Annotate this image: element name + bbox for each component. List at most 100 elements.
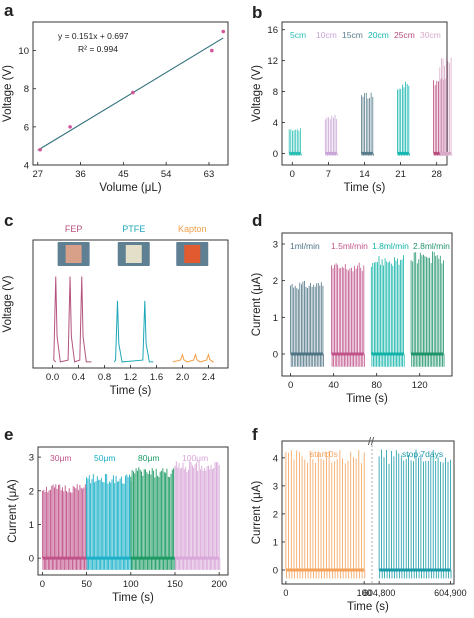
x-tick-label: 63 [204, 169, 215, 180]
legend-label: 30cm [420, 30, 441, 40]
series-1-trace [378, 449, 452, 579]
series-2-trace [361, 92, 374, 156]
legend-label: 25cm [394, 30, 415, 40]
y-tick-label: 8 [24, 84, 29, 95]
x-tick-label: 0 [290, 169, 295, 180]
sample-film [184, 245, 201, 263]
y-axis-label: Voltage (V) [251, 65, 263, 122]
x-tick-label: 21 [395, 169, 406, 180]
legend-label: 80μm [138, 453, 159, 463]
y-axis-label: Current (μA) [251, 273, 263, 337]
plot-frame [281, 440, 455, 585]
x-tick-label: 40 [328, 380, 339, 391]
data-point [210, 48, 214, 53]
panel-b: 0 7 14 21 28 0 4 8 12 16 Time (s) Voltage (V) 5cm 10c… [251, 21, 453, 194]
legend-label: 50μm [94, 453, 115, 463]
legend-label: start:0s [310, 449, 338, 459]
legend-label: 30μm [50, 453, 71, 463]
data-point [221, 29, 226, 34]
x-tick-label: 200 [211, 579, 227, 590]
y-tick-label: 0 [273, 149, 278, 160]
series-2-trace [130, 467, 177, 570]
x-tick-label: 150 [167, 579, 183, 590]
plot-frame [281, 232, 453, 377]
series-5-trace [439, 57, 453, 156]
x-tick-label: 0.4 [72, 372, 85, 383]
y-tick-label: 4 [273, 118, 278, 129]
series-2-trace [370, 255, 405, 367]
x-tick-label: 45 [118, 169, 129, 180]
panel-e: 0 50 100 150 200 0 1 2 3 Time (s) Current (μA) 30μm… [7, 446, 229, 604]
x-tick-label: 100 [357, 588, 372, 598]
y-axis-label: Current (μA) [7, 479, 19, 543]
y-tick-label: 10 [18, 46, 29, 57]
x-axis-label: Time (s) [112, 592, 154, 604]
x-tick-label: 604,900 [434, 588, 467, 598]
x-tick-label: 80 [371, 380, 382, 391]
x-tick-label: 0.0 [46, 372, 59, 383]
series-0-trace [53, 276, 92, 363]
fit-equation: y = 0.151x + 0.697 [58, 31, 129, 41]
x-axis-label: Time (s) [110, 385, 152, 397]
series-0-trace [290, 280, 324, 367]
x-tick-label: 0.8 [98, 372, 111, 383]
y-tick-label: 0 [273, 565, 278, 576]
x-tick-label: 2.4 [202, 372, 215, 383]
y-tick-label: 2 [273, 276, 278, 287]
panel-letter-d: d [252, 211, 262, 230]
legend-label: 15cm [342, 30, 363, 40]
x-tick-label: 36 [75, 169, 86, 180]
series-0-trace [288, 128, 302, 156]
legend-label: stop:7days [402, 449, 443, 459]
series-label: Kapton [178, 224, 207, 234]
series-1-trace [331, 262, 365, 367]
x-tick-label: 7 [326, 169, 331, 180]
series-0-trace [285, 450, 366, 579]
series-3-trace [397, 81, 410, 156]
x-tick-label: 0 [40, 579, 45, 590]
y-tick-label: 1 [29, 520, 34, 531]
r-squared: R² = 0.994 [78, 44, 118, 54]
panel-c: 0.0 0.4 0.8 1.2 1.6 2.0 2.4 Time (s) Voltage (V)… [2, 224, 229, 397]
x-tick-label: 0 [283, 588, 288, 598]
x-tick-label: 1.6 [150, 372, 163, 383]
series-1-trace [324, 115, 338, 156]
panel-a: 27 36 45 54 63 4 6 8 10 Volume (μL) Voltage (V) y =… [2, 21, 229, 194]
legend-label: 1ml/min [290, 241, 320, 251]
legend-label: 1.8ml/min [372, 241, 409, 251]
series-label: FEP [65, 224, 83, 234]
photo-kapton [176, 242, 209, 266]
panel-letter-a: a [4, 1, 14, 20]
data-point [68, 125, 72, 129]
x-tick-label: 604,800 [363, 588, 396, 598]
legend-label: 10cm [316, 30, 337, 40]
legend-label: 2.8ml/min [413, 241, 450, 251]
x-tick-label: 120 [412, 380, 428, 391]
x-tick-label: 27 [32, 169, 43, 180]
x-tick-label: 0 [288, 380, 293, 391]
y-tick-label: 2 [273, 509, 278, 520]
y-tick-label: 0 [273, 350, 278, 361]
y-tick-label: 3 [273, 481, 278, 492]
series-label: PTFE [122, 224, 145, 234]
plot-frame [32, 21, 229, 166]
panel-letter-c: c [4, 211, 13, 230]
y-tick-label: 3 [29, 453, 34, 464]
y-tick-label: 12 [267, 56, 278, 67]
x-tick-label: 50 [81, 579, 92, 590]
x-tick-label: 100 [123, 579, 139, 590]
x-tick-label: 28 [431, 169, 442, 180]
series-2-trace [172, 352, 215, 363]
legend-label: 5cm [290, 30, 306, 40]
y-tick-label: 0 [29, 554, 34, 565]
photo-fep [57, 242, 90, 266]
x-tick-label: 2.0 [176, 372, 189, 383]
y-tick-label: 1 [273, 537, 278, 548]
sample-film [125, 245, 142, 263]
y-tick-label: 16 [267, 25, 278, 36]
series-1-trace [86, 474, 132, 570]
photo-ptfe [117, 242, 150, 266]
panel-letter-b: b [252, 3, 262, 22]
legend-label: 100μm [182, 453, 208, 463]
